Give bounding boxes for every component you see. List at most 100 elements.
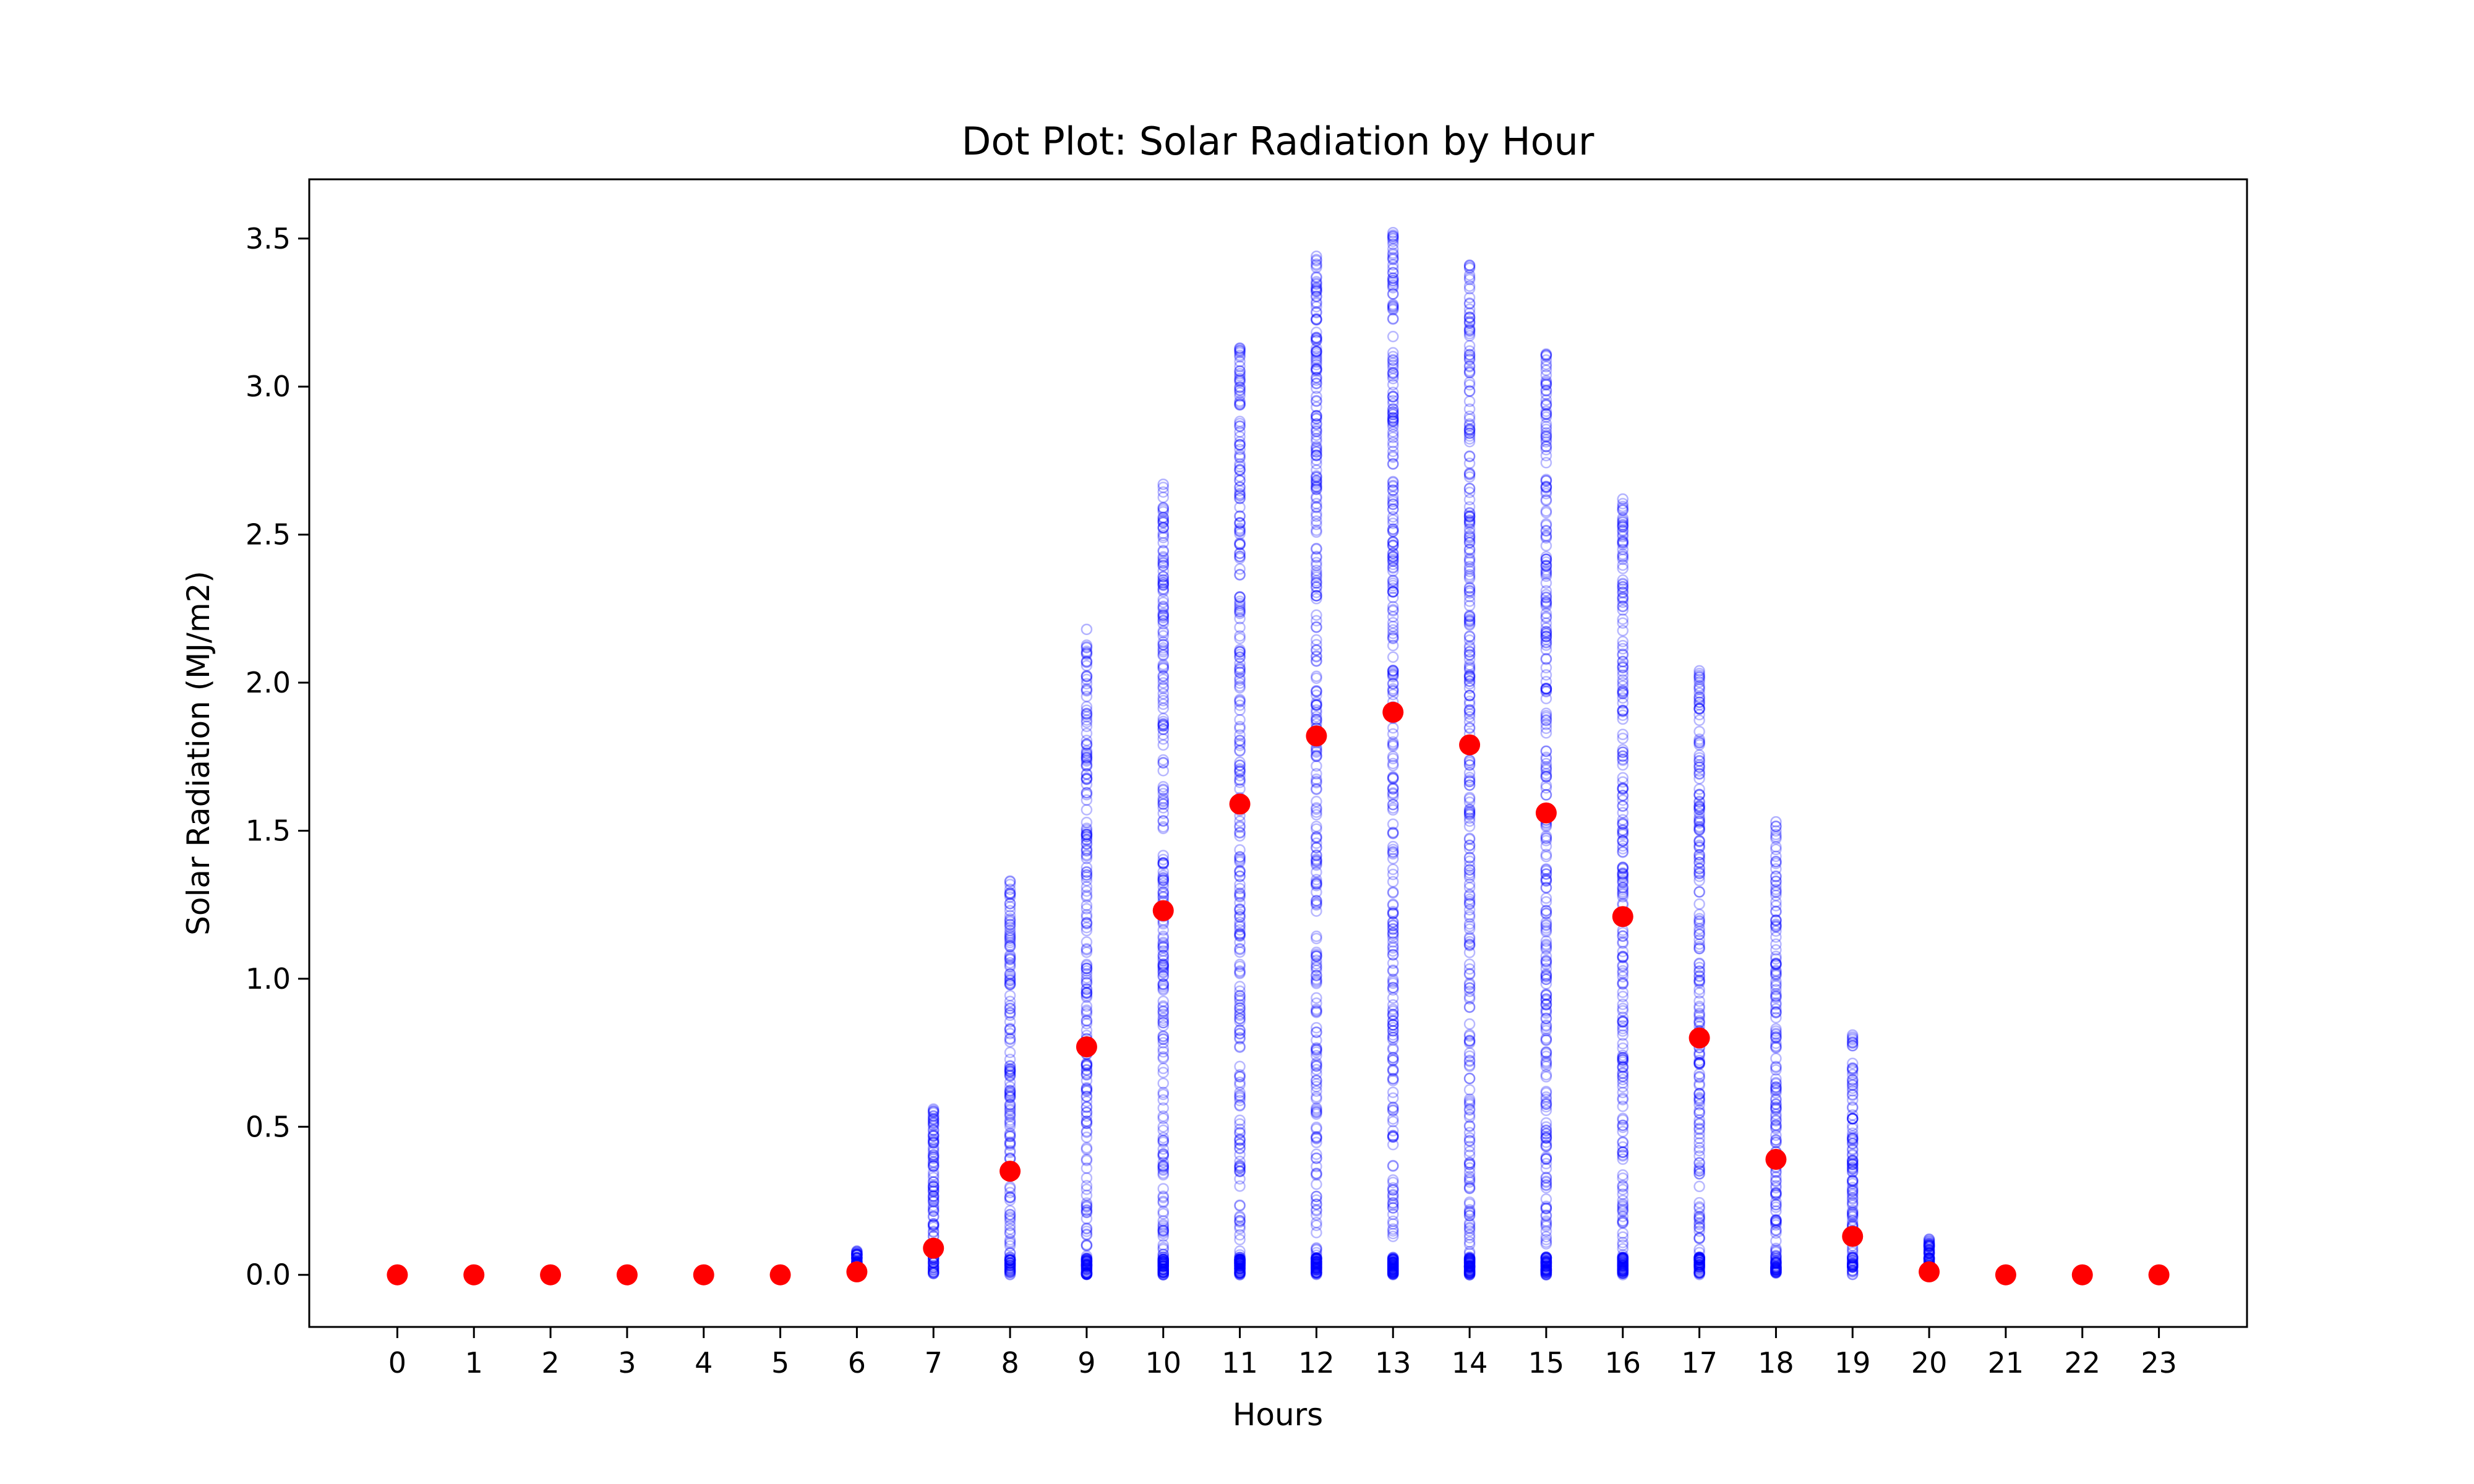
observation-dot: [1234, 999, 1246, 1011]
observation-dot: [1387, 1258, 1399, 1271]
observation-dot: [1004, 1033, 1016, 1044]
observation-dot: [1234, 630, 1246, 642]
observation-dot: [1157, 579, 1169, 591]
observation-dot: [1311, 946, 1322, 958]
observation-dot: [1311, 581, 1322, 593]
observation-dot: [1157, 1043, 1169, 1055]
observation-dot: [1234, 344, 1246, 357]
observation-dot: [1234, 1255, 1246, 1267]
observation-dot: [1234, 381, 1246, 393]
observation-dot: [1311, 271, 1322, 283]
observation-dot: [1387, 586, 1399, 597]
observation-dot: [1081, 1083, 1093, 1095]
observation-dot: [1081, 1258, 1093, 1270]
observation-dot: [1157, 958, 1169, 970]
observation-dot: [1387, 254, 1399, 265]
observation-dot: [1234, 539, 1246, 551]
observation-dot: [1234, 990, 1246, 1002]
observation-dot: [1234, 621, 1246, 633]
observation-dot: [1004, 1227, 1016, 1240]
observation-dot: [1004, 1209, 1016, 1221]
observation-dot: [1157, 1268, 1169, 1281]
observation-dot: [1004, 1269, 1016, 1281]
observation-dot: [1311, 879, 1322, 892]
observation-dot: [1234, 1071, 1246, 1083]
observation-dot: [1311, 1256, 1322, 1269]
observation-dot: [1387, 1131, 1399, 1143]
observation-dot: [1311, 1266, 1322, 1278]
observation-dot: [1157, 1226, 1169, 1238]
observation-dot: [1081, 844, 1093, 856]
observation-dot: [1081, 678, 1093, 689]
observation-dot: [1311, 1167, 1322, 1180]
observation-dot: [1311, 296, 1322, 308]
observation-dot: [1081, 1018, 1093, 1030]
observation-dot: [1387, 1253, 1399, 1265]
observation-dot: [1157, 522, 1169, 534]
observation-dot: [1387, 1130, 1399, 1141]
observation-dot: [1081, 960, 1093, 972]
observation-dot: [1311, 1190, 1322, 1203]
observation-dot: [927, 1200, 940, 1212]
observation-dot: [1311, 1122, 1322, 1133]
observation-dot: [1311, 1255, 1322, 1267]
observation-dot: [1387, 414, 1399, 426]
observation-dot: [1387, 620, 1399, 633]
observation-dot: [1234, 651, 1246, 663]
observation-dot: [1234, 1268, 1246, 1279]
observation-dot: [1387, 1264, 1399, 1277]
observation-dot: [1311, 1258, 1322, 1270]
observation-dot: [1157, 1031, 1169, 1043]
observation-dot: [1311, 590, 1322, 602]
observation-dot: [1157, 1255, 1169, 1267]
observation-dot: [927, 1194, 940, 1206]
observation-dot: [927, 1186, 940, 1198]
observation-dot: [1311, 1169, 1322, 1181]
observation-dot: [1157, 583, 1169, 595]
observation-dot: [1387, 247, 1399, 259]
observation-dot: [1081, 916, 1093, 929]
observation-dot: [1311, 1102, 1322, 1114]
observation-dot: [1157, 574, 1169, 587]
observation-dot: [1004, 1091, 1016, 1103]
observation-dot: [1157, 618, 1169, 630]
observation-dot: [1387, 1138, 1399, 1151]
observation-dot: [1387, 280, 1399, 292]
observation-dot: [1234, 1264, 1246, 1277]
observation-dot: [1311, 1247, 1322, 1259]
observation-dot: [1157, 1260, 1169, 1272]
x-tick-label: 2: [541, 1346, 559, 1380]
observation-dot: [1004, 1257, 1016, 1269]
observation-dot: [1081, 1254, 1093, 1266]
observation-dot: [1311, 698, 1322, 710]
observation-dot: [1157, 1208, 1169, 1220]
observation-dot: [1234, 704, 1246, 716]
observation-dot: [1157, 1267, 1169, 1279]
observation-dot: [1157, 1252, 1169, 1263]
observation-dot: [1234, 1180, 1246, 1192]
observation-dot: [1311, 478, 1322, 490]
observation-dot: [1311, 446, 1322, 458]
observation-dot: [1234, 1256, 1246, 1268]
observation-dot: [1157, 798, 1169, 810]
observation-dot: [1157, 966, 1169, 978]
observation-dot: [1004, 876, 1016, 888]
mean-dot: [693, 1264, 714, 1286]
observation-dot: [1157, 1256, 1169, 1269]
observation-dot: [1387, 514, 1399, 526]
observation-dot: [1004, 1260, 1016, 1271]
observation-dot: [1004, 1219, 1016, 1232]
observation-dot: [1311, 475, 1322, 487]
observation-dot: [1004, 1265, 1016, 1277]
observation-dot: [1234, 1258, 1246, 1269]
observation-dot: [1311, 313, 1322, 325]
observation-dot: [1311, 418, 1322, 430]
observation-dot: [1387, 1256, 1399, 1268]
observation-dot: [1234, 387, 1246, 399]
observation-dot-max: [1081, 623, 1093, 636]
observation-dot: [1004, 916, 1016, 928]
observation-dot: [1157, 765, 1169, 777]
observation-dot: [1234, 360, 1246, 372]
observation-dot: [1234, 1162, 1246, 1174]
observation-dot: [1081, 1239, 1093, 1251]
